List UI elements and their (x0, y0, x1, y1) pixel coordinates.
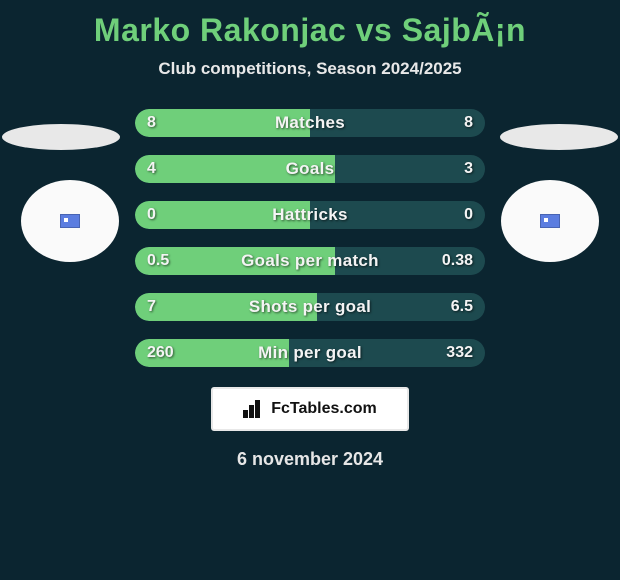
player-avatar-right (500, 124, 618, 150)
subtitle: Club competitions, Season 2024/2025 (158, 59, 461, 79)
stat-value-right: 332 (446, 339, 473, 367)
player-avatar-left (2, 124, 120, 150)
stat-value-right: 3 (464, 155, 473, 183)
stat-row: 8Matches8 (135, 109, 485, 137)
stat-row: 260Min per goal332 (135, 339, 485, 367)
stat-label: Hattricks (135, 201, 485, 229)
stat-value-right: 0.38 (442, 247, 473, 275)
stat-bars: 8Matches8 4Goals3 0Hattricks0 0.5Goals per … (135, 109, 485, 367)
stat-label: Goals (135, 155, 485, 183)
bars-icon (243, 400, 265, 418)
source-badge: FcTables.com (211, 387, 409, 431)
flag-icon (60, 214, 80, 228)
source-badge-text: FcTables.com (271, 400, 377, 418)
flag-icon (540, 214, 560, 228)
stat-value-right: 8 (464, 109, 473, 137)
stat-row: 0.5Goals per match0.38 (135, 247, 485, 275)
stat-value-right: 0 (464, 201, 473, 229)
date: 6 november 2024 (237, 449, 383, 470)
stat-label: Goals per match (135, 247, 485, 275)
club-badge-left (21, 180, 119, 262)
stat-value-right: 6.5 (451, 293, 473, 321)
stat-label: Min per goal (135, 339, 485, 367)
page-title: Marko Rakonjac vs SajbÃ¡n (94, 12, 526, 49)
club-badge-right (501, 180, 599, 262)
stat-row: 7Shots per goal6.5 (135, 293, 485, 321)
stat-row: 0Hattricks0 (135, 201, 485, 229)
stat-label: Matches (135, 109, 485, 137)
stat-label: Shots per goal (135, 293, 485, 321)
comparison-card: Marko Rakonjac vs SajbÃ¡n Club competiti… (0, 0, 620, 470)
stat-row: 4Goals3 (135, 155, 485, 183)
